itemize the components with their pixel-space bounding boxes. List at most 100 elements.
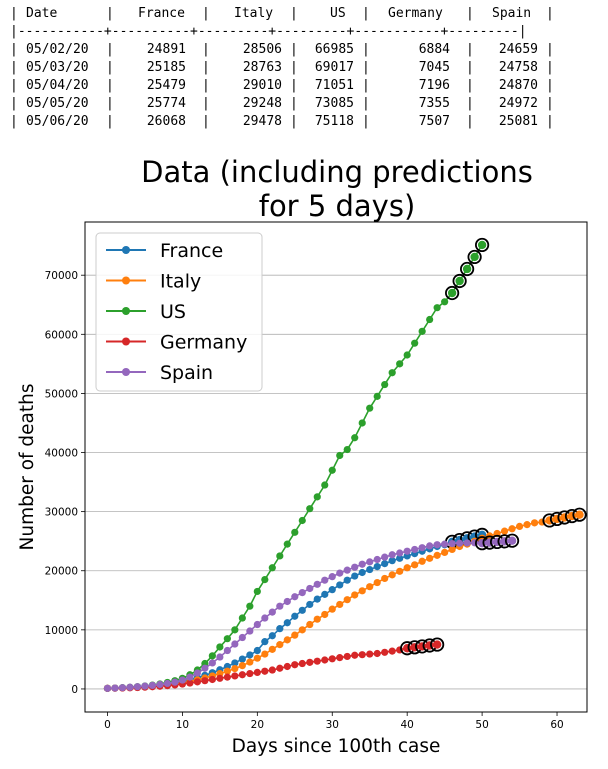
data-point	[373, 555, 381, 564]
table-row: | | | | | | | 05/02/20 24891 28506 66985 6884 24659	[10, 42, 554, 57]
data-point	[111, 684, 119, 692]
data-point	[268, 666, 276, 674]
data-point	[261, 667, 269, 675]
y-tick-label: 50000	[45, 388, 78, 400]
prediction-marker	[445, 285, 460, 301]
x-tick-label: 40	[400, 719, 413, 731]
data-point	[231, 664, 239, 673]
data-point	[441, 298, 449, 306]
data-point	[336, 600, 344, 609]
data-table: | Date | France | Italy | US | Germany |…	[0, 0, 608, 140]
data-point	[148, 681, 157, 690]
legend-label: US	[160, 301, 186, 323]
data-point	[306, 584, 314, 593]
data-point	[178, 676, 187, 684]
data-point	[373, 392, 381, 400]
data-point	[276, 641, 284, 649]
data-point	[508, 525, 516, 533]
header-us: US	[330, 6, 346, 21]
prediction-marker	[430, 637, 445, 652]
data-point	[403, 351, 411, 359]
data-point	[373, 578, 381, 587]
x-tick-label: 10	[176, 719, 189, 731]
data-point	[575, 510, 584, 519]
data-point	[373, 649, 381, 658]
data-point	[432, 640, 442, 649]
table-row: | | | | | | | 05/06/20 26068 29478 75118 7507 25081	[10, 114, 554, 129]
data-point	[276, 552, 284, 560]
data-point	[358, 560, 366, 568]
cell-value: 73085	[314, 96, 354, 111]
data-point	[298, 589, 306, 597]
data-point	[298, 606, 306, 614]
prediction-marker	[572, 507, 587, 522]
chart-title-line: Data (including predictions	[141, 155, 533, 189]
data-point	[261, 575, 269, 584]
y-tick-label: 20000	[45, 566, 78, 578]
data-point	[426, 542, 434, 550]
line-chart: Data (including predictions for 5 days) 0 1…	[0, 140, 608, 764]
data-point	[523, 521, 531, 529]
cell-value: 25081	[498, 114, 538, 129]
data-point	[238, 671, 246, 679]
table-row: | | | | | | | 05/05/20 25774 29248 73085 7355 24972	[10, 96, 554, 111]
y-tick-label: 40000	[45, 448, 78, 460]
data-point	[283, 662, 291, 671]
table-separator: |-----------+----------+---------+------…	[10, 24, 527, 39]
y-tick-label: 30000	[45, 507, 78, 519]
data-point	[388, 551, 396, 559]
data-point	[351, 651, 359, 659]
cell-value: 24870	[498, 78, 538, 93]
data-point	[373, 562, 381, 571]
x-tick-label: 50	[475, 719, 488, 731]
data-point	[306, 600, 314, 609]
data-point	[366, 650, 374, 658]
data-point	[388, 647, 396, 655]
data-point	[253, 620, 261, 629]
data-point	[396, 360, 404, 368]
data-point	[343, 576, 351, 584]
cell-value: 25774	[146, 96, 186, 111]
data-point	[126, 683, 134, 691]
x-axis-label: Days since 100th case	[232, 736, 441, 757]
cell-value: 28506	[242, 42, 282, 57]
data-point	[477, 240, 487, 250]
table-row: | | | | | | | 05/03/20 25185 28763 69017 7045 24758	[10, 60, 554, 75]
data-point	[103, 684, 112, 692]
cell-value: 24659	[498, 42, 538, 57]
data-point	[418, 557, 426, 565]
series-line	[107, 539, 513, 690]
data-point	[351, 572, 359, 580]
cell-value: 29478	[242, 114, 282, 129]
data-point	[358, 651, 366, 659]
data-point	[336, 581, 344, 589]
data-point	[268, 645, 276, 653]
data-point	[441, 548, 449, 557]
cell-date: 05/05/20	[26, 96, 89, 111]
cell-value: 25185	[146, 60, 186, 75]
data-point	[396, 549, 404, 557]
prediction-marker	[460, 261, 475, 277]
table-row: | | | | | | | 05/04/20 25479 29010 71051 7196 24870	[10, 78, 554, 93]
data-point	[328, 466, 336, 474]
data-point	[283, 540, 291, 548]
cell-value: 29010	[242, 78, 282, 93]
data-point	[141, 682, 149, 690]
data-point	[515, 522, 524, 531]
data-point	[246, 669, 254, 678]
data-point	[261, 650, 269, 658]
data-point	[306, 658, 314, 666]
cell-date: 05/03/20	[26, 60, 89, 75]
data-point	[321, 590, 329, 598]
cell-date: 05/02/20	[26, 42, 89, 57]
data-point	[283, 597, 291, 606]
data-point	[246, 602, 254, 610]
data-point	[321, 610, 329, 619]
data-point	[381, 560, 389, 568]
x-tick-label: 60	[550, 719, 563, 731]
legend-label: France	[160, 240, 223, 262]
data-point	[163, 679, 172, 688]
header-italy: Italy	[234, 6, 274, 21]
data-point	[321, 656, 329, 664]
data-point	[343, 566, 351, 574]
